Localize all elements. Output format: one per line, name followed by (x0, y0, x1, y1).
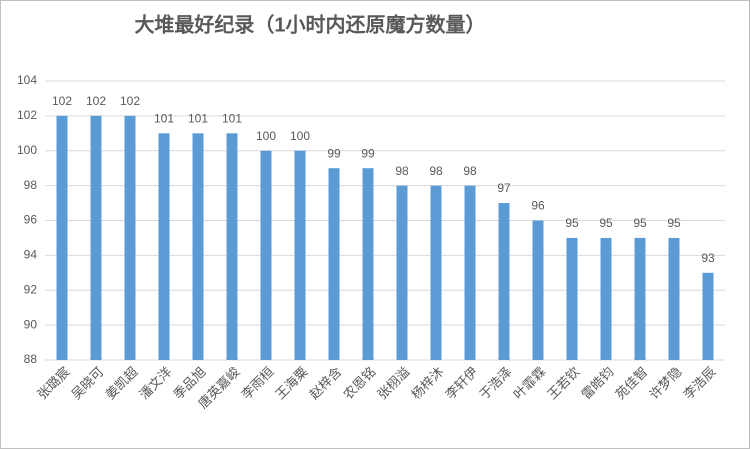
bar (600, 237, 612, 360)
data-label: 99 (327, 146, 341, 160)
data-label: 97 (497, 181, 511, 195)
data-label: 99 (361, 146, 375, 160)
bar (396, 185, 408, 360)
data-label: 102 (86, 94, 106, 108)
y-tick-label: 100 (17, 143, 37, 157)
data-label: 98 (395, 164, 409, 178)
y-tick-label: 88 (24, 352, 38, 366)
y-tick-label: 102 (17, 108, 37, 122)
bar (260, 150, 272, 360)
data-label: 101 (222, 111, 242, 125)
bar (634, 237, 646, 360)
bar (566, 237, 578, 360)
data-label: 98 (429, 164, 443, 178)
data-label: 102 (120, 94, 140, 108)
data-label: 101 (154, 111, 174, 125)
data-label: 95 (599, 216, 613, 230)
bar (328, 168, 340, 360)
data-label: 100 (256, 129, 276, 143)
data-label: 101 (188, 111, 208, 125)
chart-title: 大堆最好纪录（1小时内还原魔方数量） (134, 12, 485, 36)
data-label: 102 (52, 94, 72, 108)
data-label: 95 (633, 216, 647, 230)
data-label: 93 (701, 251, 715, 265)
bar (124, 115, 136, 360)
bar (498, 203, 510, 360)
bar (56, 115, 68, 360)
data-label: 96 (531, 199, 545, 213)
data-label: 98 (463, 164, 477, 178)
y-tick-label: 92 (24, 282, 38, 296)
bar (532, 220, 544, 360)
bar (430, 185, 442, 360)
data-label: 95 (667, 216, 681, 230)
bar (362, 168, 374, 360)
bar (668, 237, 680, 360)
bar (226, 133, 238, 360)
y-tick-label: 96 (24, 213, 38, 227)
y-tick-label: 98 (24, 178, 38, 192)
bar (294, 150, 306, 360)
y-tick-label: 90 (24, 317, 38, 331)
bar (90, 115, 102, 360)
bar (702, 272, 714, 360)
y-tick-label: 94 (24, 248, 38, 262)
bar (464, 185, 476, 360)
bar (192, 133, 204, 360)
bar (158, 133, 170, 360)
data-label: 100 (290, 129, 310, 143)
data-label: 95 (565, 216, 579, 230)
y-tick-label: 104 (17, 73, 37, 87)
